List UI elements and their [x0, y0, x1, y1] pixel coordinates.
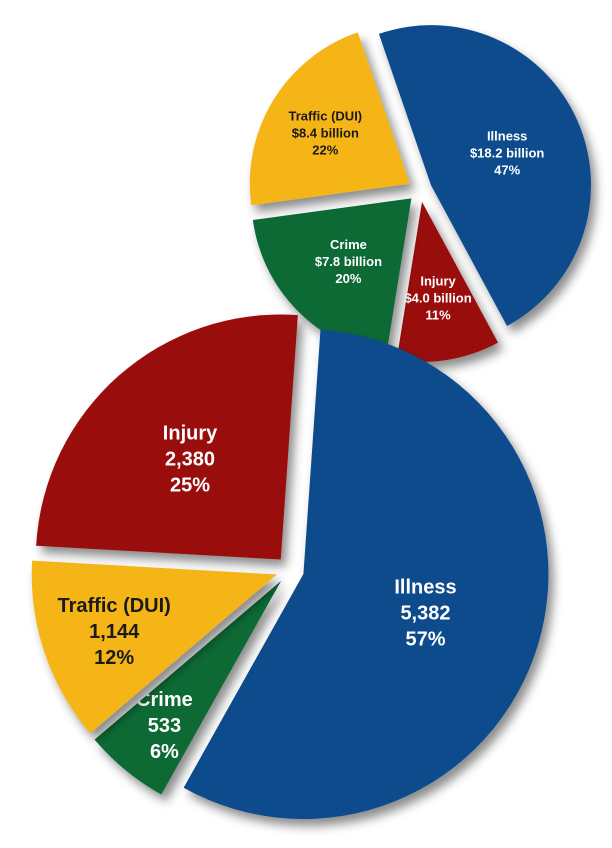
- slice-label-illness-percent: 47%: [494, 163, 520, 178]
- pie-slice-traffic-dui: [31, 560, 277, 734]
- slice-label-injury-amount: 2,380: [165, 449, 215, 471]
- slice-label-traffic-dui-name: Traffic (DUI): [58, 595, 171, 617]
- slice-label-illness-percent: 57%: [405, 629, 445, 651]
- slice-label-injury-name: Injury: [420, 273, 456, 288]
- slice-label-injury-amount: $4.0 billion: [404, 290, 471, 305]
- slice-label-traffic-dui-percent: 12%: [94, 647, 134, 669]
- cost-pie-chart: Illness $18.2 billion 47% Injury $4.0 billio…: [249, 25, 591, 362]
- slice-label-crime-name: Crime: [330, 237, 367, 252]
- count-pie-chart: Illness 5,382 57% Crime 533 6% Traffic (DUI) 1,…: [31, 314, 549, 820]
- slice-label-crime-amount: 533: [148, 715, 181, 737]
- pie-slice-traffic-dui: [249, 32, 410, 206]
- pie-slice-crime: [252, 198, 412, 357]
- slice-label-injury-percent: 25%: [170, 475, 210, 497]
- slice-label-traffic-dui-percent: 22%: [312, 143, 338, 158]
- slice-label-crime-amount: $7.8 billion: [315, 254, 382, 269]
- slice-label-traffic-dui-name: Traffic (DUI): [288, 109, 362, 124]
- pie-slice-injury: [36, 314, 298, 560]
- slice-label-illness-amount: $18.2 billion: [470, 146, 544, 161]
- slice-label-illness-name: Illness: [394, 577, 456, 599]
- slice-label-injury-percent: 11%: [425, 307, 451, 322]
- slice-label-injury-name: Injury: [163, 423, 218, 445]
- slice-label-crime-percent: 6%: [150, 741, 179, 763]
- slice-label-traffic-dui-amount: 1,144: [89, 621, 140, 643]
- pie-slice-crime: [94, 580, 282, 795]
- slice-label-crime-percent: 20%: [335, 271, 361, 286]
- slice-label-illness-amount: 5,382: [400, 603, 450, 625]
- slice-label-crime-name: Crime: [136, 689, 193, 711]
- pie-slice-injury: [396, 201, 499, 362]
- pie-slice-illness: [183, 329, 549, 820]
- pie-slice-illness: [378, 25, 591, 326]
- slice-label-illness-name: Illness: [487, 129, 527, 144]
- slice-label-traffic-dui-amount: $8.4 billion: [292, 126, 359, 141]
